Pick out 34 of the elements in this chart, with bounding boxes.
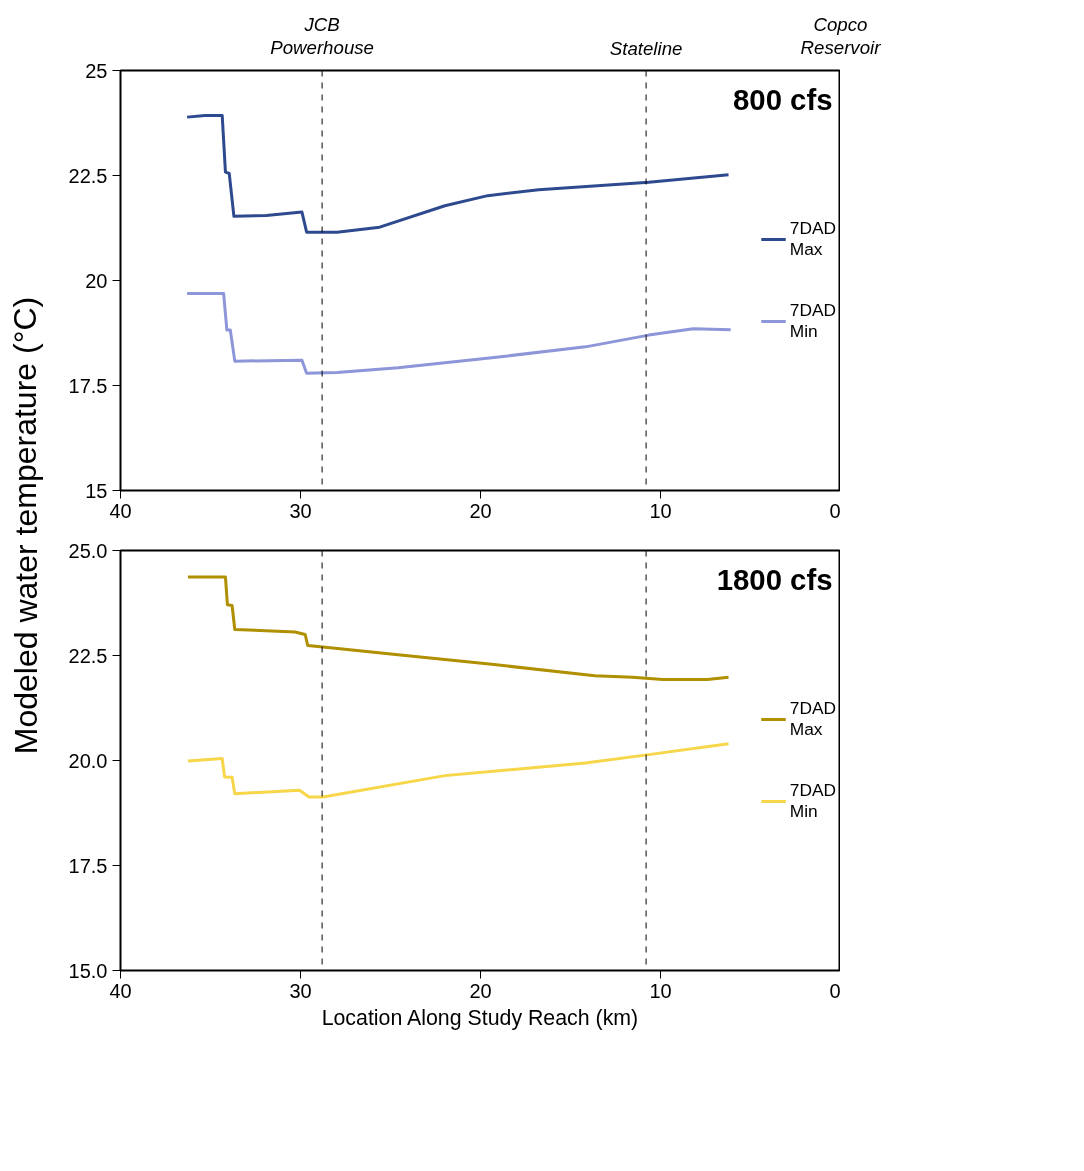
y-tick-label: 22.5 [68, 164, 108, 187]
y-axis-title: Modeled water temperature (°C) [7, 296, 44, 755]
x-tick-label: 0 [829, 499, 841, 522]
y-tick-label: 15 [85, 479, 108, 502]
y-tick-label: 17.5 [68, 374, 108, 397]
y-tick-label: 20 [85, 269, 108, 292]
chart-title: 800 cfs [733, 82, 833, 116]
line-series [185, 292, 733, 375]
x-axis-title: Location Along Study Reach (km) [321, 1005, 639, 1030]
x-tick-label: 40 [109, 979, 132, 1002]
x-tick-label: 20 [469, 979, 492, 1002]
x-tick-label: 30 [289, 499, 312, 522]
text: Copco Reservoir [800, 14, 882, 59]
line-series [185, 113, 731, 234]
legend-label: 7DAD Min [789, 780, 836, 822]
x-tick-label: 30 [289, 979, 312, 1002]
y-tick-label: 20.0 [68, 749, 108, 772]
x-tick-label: 40 [109, 499, 132, 522]
y-tick-label: 17.5 [68, 854, 108, 877]
chart-title: 1800 cfs [716, 562, 833, 596]
line-series [186, 742, 731, 799]
legend-label: 7DAD Max [789, 218, 836, 260]
x-tick-label: 10 [649, 979, 672, 1002]
y-tick-label: 25.0 [68, 539, 108, 562]
y-tick-label: 22.5 [68, 644, 108, 667]
x-tick-label: 10 [649, 499, 672, 522]
ref-line-label: JCB Powerhouse [270, 14, 374, 59]
ref-line-label: Stateline [609, 37, 683, 59]
x-tick-label: 20 [469, 499, 492, 522]
y-tick-label: 25 [85, 59, 108, 82]
legend-label: 7DAD Max [789, 698, 836, 740]
y-tick-label: 15.0 [68, 959, 108, 982]
legend-label: 7DAD Min [789, 300, 836, 342]
x-tick-label: 0 [829, 979, 841, 1002]
